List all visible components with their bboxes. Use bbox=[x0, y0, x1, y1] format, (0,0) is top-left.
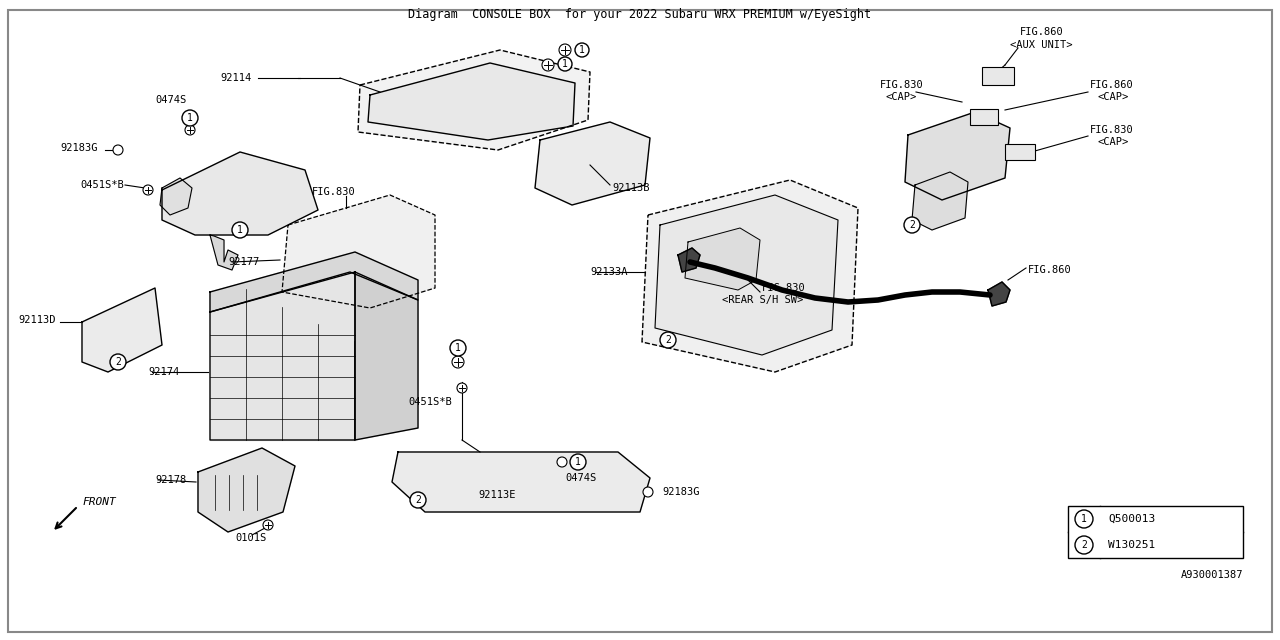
Polygon shape bbox=[210, 252, 419, 312]
Text: 1: 1 bbox=[1082, 514, 1087, 524]
Text: <CAP>: <CAP> bbox=[1098, 137, 1129, 147]
Text: 92113B: 92113B bbox=[612, 183, 649, 193]
Polygon shape bbox=[685, 228, 760, 290]
Circle shape bbox=[262, 520, 273, 530]
Polygon shape bbox=[905, 112, 1010, 200]
Circle shape bbox=[113, 145, 123, 155]
Text: <CAP>: <CAP> bbox=[1098, 92, 1129, 102]
Text: <AUX UNIT>: <AUX UNIT> bbox=[1010, 40, 1073, 50]
Circle shape bbox=[643, 487, 653, 497]
Text: FIG.860: FIG.860 bbox=[1028, 265, 1071, 275]
Circle shape bbox=[1075, 510, 1093, 528]
Text: 1: 1 bbox=[456, 343, 461, 353]
Polygon shape bbox=[210, 235, 238, 270]
Text: 2: 2 bbox=[115, 357, 120, 367]
Text: 0474S: 0474S bbox=[155, 95, 187, 105]
Circle shape bbox=[904, 217, 920, 233]
Circle shape bbox=[570, 454, 586, 470]
Text: 0451S*B: 0451S*B bbox=[81, 180, 124, 190]
Polygon shape bbox=[988, 282, 1010, 306]
Text: 92133A: 92133A bbox=[590, 267, 627, 277]
Text: Q500013: Q500013 bbox=[1108, 514, 1156, 524]
Circle shape bbox=[110, 354, 125, 370]
Text: <CAP>: <CAP> bbox=[884, 92, 916, 102]
Text: 0451S*B: 0451S*B bbox=[408, 397, 452, 407]
Circle shape bbox=[559, 44, 571, 56]
Text: 92183G: 92183G bbox=[60, 143, 97, 153]
Bar bbox=[982, 67, 1014, 85]
Text: FIG.830: FIG.830 bbox=[762, 283, 805, 293]
Text: 1: 1 bbox=[237, 225, 243, 235]
Polygon shape bbox=[355, 272, 419, 440]
Polygon shape bbox=[358, 50, 590, 150]
Bar bbox=[1068, 506, 1243, 558]
Text: 1: 1 bbox=[579, 45, 585, 55]
Polygon shape bbox=[655, 195, 838, 355]
Circle shape bbox=[1075, 536, 1093, 554]
Polygon shape bbox=[392, 452, 650, 512]
Text: 2: 2 bbox=[666, 335, 671, 345]
Text: 92183G: 92183G bbox=[662, 487, 699, 497]
Polygon shape bbox=[198, 448, 294, 532]
Text: 1: 1 bbox=[187, 113, 193, 123]
Text: 92113E: 92113E bbox=[477, 490, 516, 500]
Text: FIG.830: FIG.830 bbox=[312, 187, 356, 197]
Text: FIG.860: FIG.860 bbox=[1020, 27, 1064, 37]
Circle shape bbox=[558, 57, 572, 71]
Text: 92178: 92178 bbox=[155, 475, 187, 485]
Text: Diagram  CONSOLE BOX  for your 2022 Subaru WRX PREMIUM w/EyeSight: Diagram CONSOLE BOX for your 2022 Subaru… bbox=[408, 8, 872, 21]
Circle shape bbox=[143, 185, 154, 195]
Circle shape bbox=[451, 340, 466, 356]
Polygon shape bbox=[210, 272, 355, 440]
Text: 2: 2 bbox=[1082, 540, 1087, 550]
Circle shape bbox=[557, 457, 567, 467]
Text: 2: 2 bbox=[415, 495, 421, 505]
Text: 92114: 92114 bbox=[220, 73, 251, 83]
Polygon shape bbox=[282, 195, 435, 308]
Polygon shape bbox=[369, 63, 575, 140]
Text: FIG.860: FIG.860 bbox=[1091, 80, 1134, 90]
Text: 92177: 92177 bbox=[228, 257, 260, 267]
Text: A930001387: A930001387 bbox=[1180, 570, 1243, 580]
Text: 2: 2 bbox=[909, 220, 915, 230]
Circle shape bbox=[575, 43, 589, 57]
Text: 92174: 92174 bbox=[148, 367, 179, 377]
Text: <REAR S/H SW>: <REAR S/H SW> bbox=[722, 295, 804, 305]
Polygon shape bbox=[535, 122, 650, 205]
Circle shape bbox=[186, 125, 195, 135]
Polygon shape bbox=[643, 180, 858, 372]
Circle shape bbox=[182, 110, 198, 126]
Circle shape bbox=[452, 356, 465, 368]
Text: FIG.830: FIG.830 bbox=[1091, 125, 1134, 135]
Circle shape bbox=[410, 492, 426, 508]
Text: FIG.830: FIG.830 bbox=[881, 80, 924, 90]
Circle shape bbox=[232, 222, 248, 238]
Text: 1: 1 bbox=[562, 59, 568, 69]
Polygon shape bbox=[913, 172, 968, 230]
Polygon shape bbox=[678, 248, 700, 272]
Bar bbox=[1005, 144, 1036, 160]
Circle shape bbox=[541, 59, 554, 71]
Polygon shape bbox=[163, 152, 317, 235]
Text: 1: 1 bbox=[575, 457, 581, 467]
Text: FRONT: FRONT bbox=[82, 497, 115, 507]
Circle shape bbox=[457, 383, 467, 393]
Text: 0101S: 0101S bbox=[236, 533, 266, 543]
Circle shape bbox=[660, 332, 676, 348]
Bar bbox=[970, 109, 998, 125]
Polygon shape bbox=[160, 178, 192, 215]
Text: W130251: W130251 bbox=[1108, 540, 1156, 550]
Polygon shape bbox=[82, 288, 163, 372]
Text: 0474S: 0474S bbox=[564, 473, 596, 483]
Text: 92113D: 92113D bbox=[18, 315, 55, 325]
